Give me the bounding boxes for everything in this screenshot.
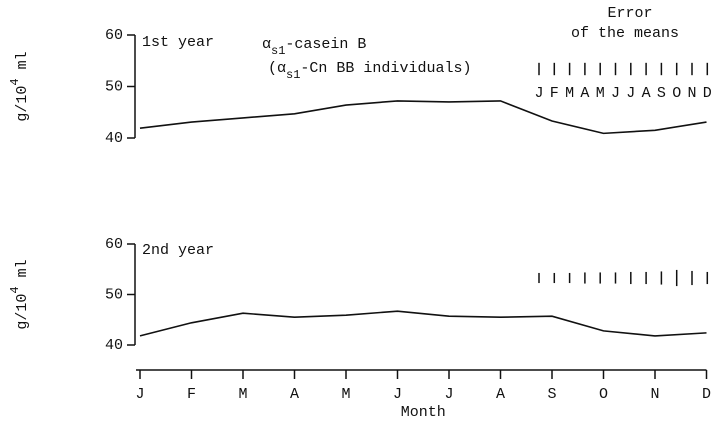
error-month-label: F <box>550 85 559 102</box>
y-tick-label: 40 <box>105 337 123 354</box>
text-part: ml <box>14 51 31 78</box>
error-month-label: S <box>657 85 666 102</box>
subtitle-parts: (αs1-Cn BB individuals) <box>268 60 471 82</box>
x-tick-label: A <box>290 386 299 403</box>
x-tick-label: A <box>496 386 505 403</box>
error-month-label: M <box>565 85 574 102</box>
error-title: of the means <box>571 25 679 42</box>
error-month-label: J <box>611 85 620 102</box>
x-tick-label: O <box>599 386 608 403</box>
text-part: g/10 <box>14 294 31 330</box>
panel-label: 1st year <box>142 34 214 51</box>
x-tick-label: J <box>135 386 144 403</box>
x-tick-label: M <box>238 386 247 403</box>
text-part: s1 <box>286 68 300 82</box>
y-tick-label: 50 <box>105 286 123 303</box>
error-month-label: A <box>580 85 589 102</box>
error-month-label: M <box>596 85 605 102</box>
x-tick-label: F <box>187 386 196 403</box>
x-axis-label: Month <box>401 404 446 421</box>
text-part: -casein B <box>285 36 366 53</box>
ylabel-parts: g/104 ml <box>8 259 31 329</box>
error-month-label: J <box>534 85 543 102</box>
text-part: 4 <box>8 78 22 85</box>
title-parts: αs1-casein B <box>262 36 366 58</box>
error-month-label: N <box>687 85 696 102</box>
error-month-label: A <box>642 85 651 102</box>
x-tick-label: M <box>341 386 350 403</box>
x-tick-label: S <box>547 386 556 403</box>
x-tick-label: J <box>393 386 402 403</box>
line <box>139 310 707 337</box>
text-part: -Cn BB individuals) <box>300 60 471 77</box>
text-part: 4 <box>8 286 22 293</box>
text-part: s1 <box>271 44 285 58</box>
y-tick-label: 60 <box>105 236 123 253</box>
line <box>139 100 707 135</box>
error-month-label: D <box>703 85 712 102</box>
y-tick-label: 60 <box>105 27 123 44</box>
y-tick-label: 40 <box>105 130 123 147</box>
text-part: g/10 <box>14 86 31 122</box>
x-tick-label: D <box>702 386 711 403</box>
ylabel-parts: g/104 ml <box>8 51 31 121</box>
y-tick-label: 50 <box>105 78 123 95</box>
text-part: α <box>262 36 271 53</box>
text-part: ml <box>14 259 31 286</box>
error-title: Error <box>607 5 652 22</box>
error-month-label: O <box>672 85 681 102</box>
x-tick-label: J <box>444 386 453 403</box>
x-tick-label: N <box>650 386 659 403</box>
error-month-label: J <box>626 85 635 102</box>
text-part: (α <box>268 60 286 77</box>
panel-label: 2nd year <box>142 242 214 259</box>
